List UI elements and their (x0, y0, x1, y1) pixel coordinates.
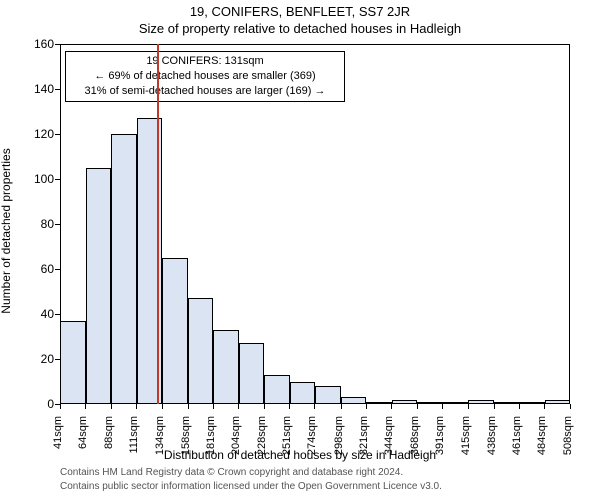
y-tick-mark (55, 179, 60, 180)
x-tick-label: 41sqm (52, 416, 64, 449)
footer-attribution: Contains HM Land Registry data © Crown c… (60, 466, 442, 493)
x-axis-label: Distribution of detached houses by size … (0, 448, 600, 462)
x-tick-mark (264, 404, 265, 409)
x-tick-mark (341, 404, 342, 409)
y-tick-mark (55, 224, 60, 225)
y-tick-label: 80 (14, 217, 54, 231)
plot-area: 19 CONIFERS: 131sqm ← 69% of detached ho… (60, 44, 570, 404)
x-tick-mark (289, 404, 290, 409)
x-tick-mark (417, 404, 418, 409)
y-tick-label: 40 (14, 307, 54, 321)
x-tick-mark (570, 404, 571, 409)
x-tick-mark (442, 404, 443, 409)
x-tick-mark (111, 404, 112, 409)
x-tick-mark (85, 404, 86, 409)
x-tick-mark (391, 404, 392, 409)
y-tick-mark (55, 44, 60, 45)
x-tick-label: 64sqm (77, 416, 89, 449)
x-tick-mark (519, 404, 520, 409)
subtitle: Size of property relative to detached ho… (0, 21, 600, 36)
y-tick-label: 20 (14, 352, 54, 366)
y-tick-mark (55, 269, 60, 270)
y-tick-mark (55, 134, 60, 135)
y-axis-label: Number of detached properties (0, 148, 13, 313)
x-tick-mark (314, 404, 315, 409)
x-tick-label: 88sqm (103, 416, 115, 449)
property-marker-line (157, 44, 159, 404)
y-tick-label: 60 (14, 262, 54, 276)
y-tick-label: 0 (14, 397, 54, 411)
address-title: 19, CONIFERS, BENFLEET, SS7 2JR (0, 4, 600, 19)
y-tick-label: 160 (14, 37, 54, 51)
x-tick-mark (366, 404, 367, 409)
x-tick-mark (188, 404, 189, 409)
y-tick-label: 120 (14, 127, 54, 141)
footer-line-2: Contains public sector information licen… (60, 480, 442, 494)
y-tick-label: 140 (14, 82, 54, 96)
y-tick-mark (55, 359, 60, 360)
x-tick-mark (238, 404, 239, 409)
plot-border (60, 44, 570, 404)
y-tick-mark (55, 89, 60, 90)
y-tick-label: 100 (14, 172, 54, 186)
x-tick-mark (494, 404, 495, 409)
footer-line-1: Contains HM Land Registry data © Crown c… (60, 466, 442, 480)
x-tick-mark (544, 404, 545, 409)
x-tick-mark (162, 404, 163, 409)
y-tick-mark (55, 314, 60, 315)
x-tick-mark (213, 404, 214, 409)
x-tick-mark (60, 404, 61, 409)
x-tick-mark (468, 404, 469, 409)
x-tick-mark (136, 404, 137, 409)
